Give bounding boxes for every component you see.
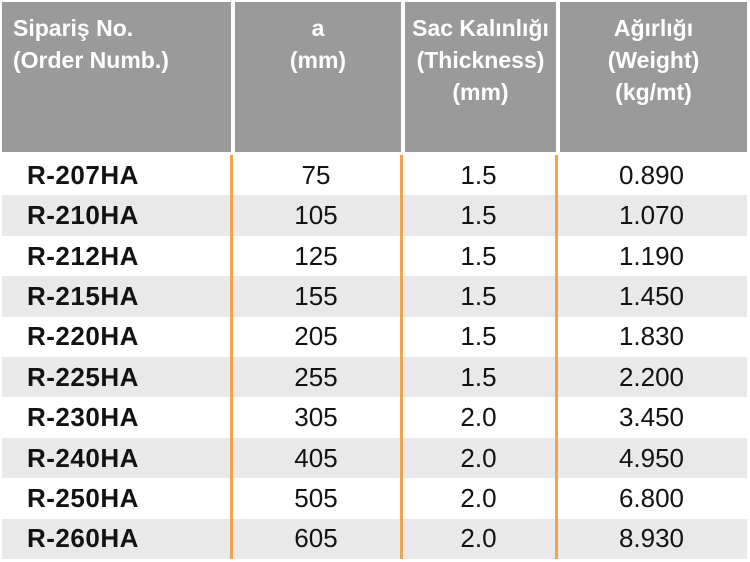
table-row: R-260HA 605 2.0 8.930: [2, 518, 747, 560]
column-header-sublabel: (Weight): [607, 47, 700, 73]
cell-a-mm: 125: [294, 240, 338, 271]
column-header-weight: Ağırlığı (Weight) (kg/mt): [560, 2, 747, 152]
column-header-label: Sac Kalınlığı: [412, 15, 549, 41]
cell-weight: 1.190: [618, 240, 685, 271]
cell-a-mm: 105: [294, 200, 338, 231]
cell-a-mm: 155: [294, 280, 338, 311]
table-row: R-250HA 505 2.0 6.800: [2, 478, 747, 519]
cell-order-no: R-225HA: [27, 361, 139, 392]
cell-thickness: 1.5: [460, 321, 497, 352]
cell-weight: 2.200: [618, 361, 685, 392]
cell-thickness: 1.5: [460, 240, 497, 271]
cell-order-no: R-215HA: [27, 280, 139, 311]
cell-thickness: 2.0: [460, 442, 497, 473]
column-header-a-mm: a (mm): [235, 2, 401, 152]
cell-order-no: R-220HA: [27, 321, 139, 352]
table-row: R-207HA 75 1.5 0.890: [2, 155, 747, 196]
cell-a-mm: 255: [294, 361, 338, 392]
column-header-sublabel: (Thickness): [416, 47, 545, 73]
cell-weight: 1.830: [618, 321, 685, 352]
column-header-label: Sipariş No.: [13, 15, 134, 41]
cell-order-no: R-250HA: [27, 482, 139, 513]
cell-order-no: R-230HA: [27, 402, 139, 433]
cell-order-no: R-210HA: [27, 200, 139, 231]
cell-order-no: R-207HA: [27, 159, 139, 190]
cell-a-mm: 405: [294, 442, 338, 473]
column-header-label: a: [311, 15, 325, 41]
cell-a-mm: 505: [294, 482, 338, 513]
cell-thickness: 2.0: [460, 482, 497, 513]
table-row: R-225HA 255 1.5 2.200: [2, 357, 747, 398]
cell-thickness: 1.5: [460, 361, 497, 392]
cell-weight: 1.450: [618, 280, 685, 311]
column-header-thickness: Sac Kalınlığı (Thickness) (mm): [405, 2, 556, 152]
column-divider: [230, 155, 233, 559]
cell-weight: 0.890: [618, 159, 685, 190]
cell-thickness: 2.0: [460, 402, 497, 433]
cell-order-no: R-212HA: [27, 240, 139, 271]
cell-thickness: 1.5: [460, 280, 497, 311]
column-header-order-no: Sipariş No. (Order Numb.): [2, 2, 231, 152]
column-header-sublabel: (mm): [289, 47, 347, 73]
column-header-sublabel: (Order Numb.): [13, 47, 169, 73]
cell-weight: 4.950: [618, 442, 685, 473]
table-row: R-210HA 105 1.5 1.070: [2, 195, 747, 236]
cell-a-mm: 605: [294, 523, 338, 554]
cell-thickness: 1.5: [460, 200, 497, 231]
table-row: R-220HA 205 1.5 1.830: [2, 316, 747, 358]
cell-weight: 3.450: [618, 402, 685, 433]
table-body: R-207HA 75 1.5 0.890 R-210HA 105 1.5 1.0…: [2, 155, 747, 560]
cell-weight: 1.070: [618, 200, 685, 231]
cell-weight: 8.930: [618, 523, 685, 554]
column-header-unit: (mm): [452, 79, 509, 105]
column-divider: [400, 155, 403, 559]
table-row: R-212HA 125 1.5 1.190: [2, 235, 747, 277]
cell-order-no: R-240HA: [27, 442, 139, 473]
cell-order-no: R-260HA: [27, 523, 139, 554]
column-header-label: Ağırlığı: [613, 15, 694, 41]
column-divider: [555, 155, 558, 559]
cell-thickness: 1.5: [460, 159, 497, 190]
table-row: R-215HA 155 1.5 1.450: [2, 276, 747, 317]
table-row: R-240HA 405 2.0 4.950: [2, 437, 747, 479]
cell-a-mm: 75: [301, 159, 331, 190]
cell-thickness: 2.0: [460, 523, 497, 554]
cell-a-mm: 205: [294, 321, 338, 352]
cell-a-mm: 305: [294, 402, 338, 433]
table-header-row: Sipariş No. (Order Numb.) a (mm) Sac Kal…: [2, 2, 747, 152]
column-header-unit: (kg/mt): [615, 79, 692, 105]
table-row: R-230HA 305 2.0 3.450: [2, 397, 747, 438]
cell-weight: 6.800: [618, 482, 685, 513]
